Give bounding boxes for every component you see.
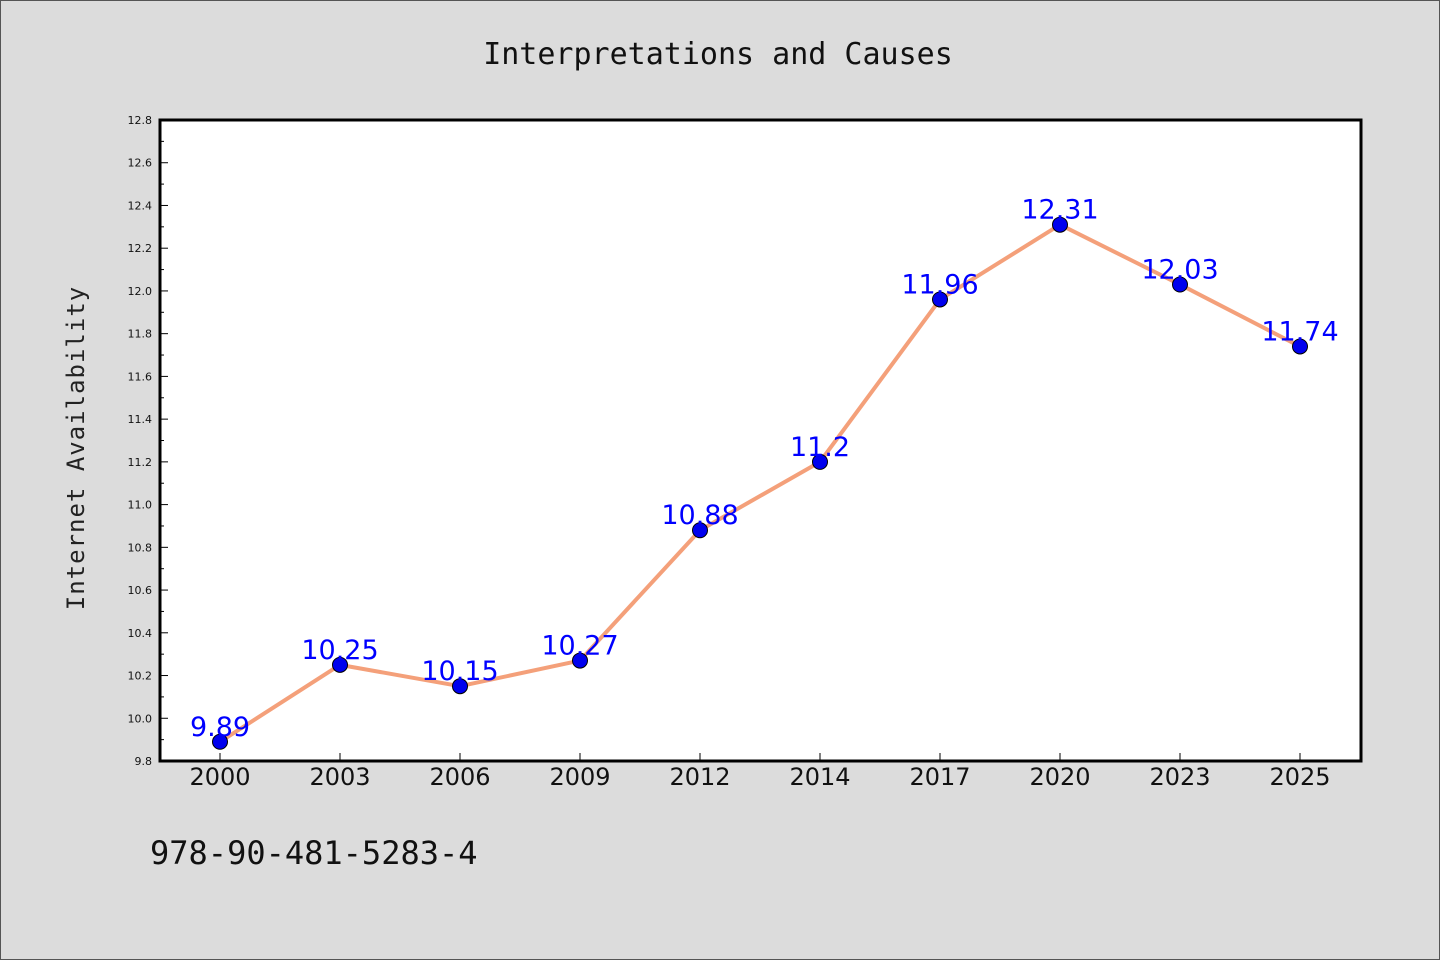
data-point-marker (692, 522, 708, 539)
data-point-marker (1292, 338, 1308, 355)
x-tick-label: 2023 (1149, 763, 1210, 791)
y-tick-label: 11.2 (128, 456, 153, 469)
x-tick-label: 2020 (1029, 763, 1090, 791)
y-tick-label: 12.0 (128, 285, 153, 298)
data-point-marker (332, 656, 348, 673)
data-point-label: 10.15 (421, 656, 498, 687)
data-point-marker (932, 291, 948, 308)
y-tick-label: 11.4 (128, 413, 153, 426)
data-point-label: 12.03 (1141, 255, 1218, 286)
footnote-isbn: 978-90-481-5283-4 (150, 834, 478, 872)
data-point-label: 11.74 (1261, 316, 1338, 347)
y-tick-label: 12.8 (128, 114, 153, 127)
y-tick-label: 11.0 (128, 499, 153, 512)
y-tick-label: 10.4 (128, 627, 153, 640)
plot-area (158, 118, 1363, 763)
data-point-label: 9.89 (190, 712, 250, 743)
data-point-label: 10.27 (541, 631, 618, 662)
data-point-marker (452, 678, 468, 695)
x-tick-label: 2006 (429, 763, 490, 791)
x-tick-label: 2009 (549, 763, 610, 791)
y-tick-label: 9.8 (135, 755, 153, 768)
x-axis: 2000 2003 2006 2009 2012 2014 2017 2020 2023 2025 (189, 753, 1331, 791)
y-axis: 9.8 10.0 10.2 10.4 10.6 10.8 11.0 11.2 11.4 11.6 1… (128, 114, 168, 768)
data-point-label: 11.96 (901, 269, 978, 300)
data-point-marker (572, 652, 588, 669)
y-tick-label: 12.4 (128, 199, 153, 212)
x-tick-label: 2012 (669, 763, 730, 791)
data-point-marker (1052, 216, 1068, 233)
x-tick-label: 2003 (309, 763, 370, 791)
x-tick-label: 2025 (1269, 763, 1330, 791)
data-point-label: 10.88 (661, 500, 738, 531)
y-tick-label: 10.8 (128, 541, 153, 554)
y-tick-label: 11.6 (128, 370, 153, 383)
y-tick-label: 10.2 (128, 670, 153, 683)
y-tick-label: 10.0 (128, 712, 153, 725)
x-tick-label: 2017 (909, 763, 970, 791)
x-tick-label: 2000 (189, 763, 250, 791)
data-point-marker (1172, 276, 1188, 293)
data-point-marker (812, 453, 828, 470)
series-line (218, 222, 1302, 744)
y-tick-label: 10.6 (128, 584, 153, 597)
x-tick-label: 2014 (789, 763, 850, 791)
y-tick-label: 11.8 (128, 328, 153, 341)
data-point-label: 12.31 (1021, 195, 1098, 226)
data-labels: 9.89 10.25 10.15 10.27 10.88 11.2 11.96 12.31 12… (190, 195, 1339, 743)
y-axis-label: Internet Availability (62, 286, 90, 610)
y-tick-label: 12.2 (128, 242, 153, 255)
data-point-label: 10.25 (301, 635, 378, 666)
y-tick-label: 12.6 (128, 157, 153, 170)
data-point-label: 11.2 (790, 432, 850, 463)
series-group (212, 216, 1308, 750)
data-point-marker (212, 733, 228, 750)
chart-title: Interpretations and Causes (483, 37, 953, 72)
